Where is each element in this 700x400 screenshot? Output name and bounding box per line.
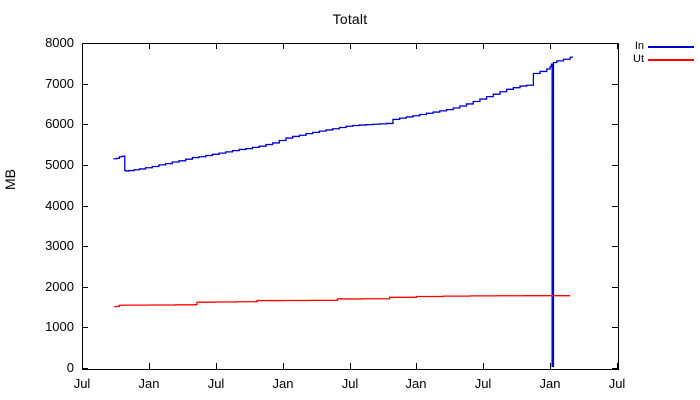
x-tick-mark	[617, 43, 618, 49]
x-tick-mark	[550, 363, 551, 369]
x-tick-mark	[350, 43, 351, 49]
chart-legend: In Ut	[622, 40, 700, 70]
x-tick-label: Jan	[272, 376, 294, 391]
x-tick-label: Jan	[405, 376, 427, 391]
x-tick-label: Jul	[73, 376, 91, 391]
y-tick-mark	[82, 124, 88, 125]
y-tick-label: 2000	[45, 279, 74, 294]
y-tick-mark	[82, 165, 88, 166]
y-tick-label: 8000	[45, 35, 74, 50]
y-tick-mark	[612, 287, 618, 288]
x-tick-label: Jan	[539, 376, 561, 391]
chart-title: Totalt	[332, 11, 368, 27]
legend-label: Ut	[633, 53, 644, 65]
y-tick-label: 6000	[45, 116, 74, 131]
legend-color-swatch	[648, 46, 694, 48]
y-tick-mark	[82, 327, 88, 328]
x-tick-mark	[483, 43, 484, 49]
x-tick-mark	[283, 43, 284, 49]
x-tick-label: Jul	[608, 376, 626, 391]
x-tick-mark	[82, 43, 83, 49]
y-tick-label: 0	[66, 360, 74, 375]
y-tick-mark	[612, 84, 618, 85]
x-tick-label: Jul	[207, 376, 225, 391]
legend-item-in[interactable]: In	[622, 40, 700, 53]
y-tick-mark	[82, 368, 88, 369]
x-tick-mark	[416, 363, 417, 369]
y-tick-mark	[612, 327, 618, 328]
x-tick-mark	[216, 363, 217, 369]
legend-color-swatch	[648, 59, 694, 61]
y-tick-mark	[82, 43, 88, 44]
y-tick-label: 1000	[45, 319, 74, 334]
x-tick-mark	[617, 363, 618, 369]
plot-frame	[82, 43, 619, 370]
legend-item-ut[interactable]: Ut	[622, 53, 700, 66]
y-tick-mark	[82, 287, 88, 288]
legend-label: In	[634, 40, 644, 52]
x-tick-label: Jan	[138, 376, 160, 391]
x-tick-mark	[149, 43, 150, 49]
x-tick-mark	[283, 363, 284, 369]
y-tick-mark	[612, 368, 618, 369]
y-tick-label: 4000	[45, 198, 74, 213]
y-tick-mark	[612, 206, 618, 207]
x-tick-label: Jul	[341, 376, 359, 391]
x-tick-mark	[416, 43, 417, 49]
y-tick-mark	[82, 246, 88, 247]
x-tick-mark	[550, 43, 551, 49]
y-tick-mark	[82, 206, 88, 207]
y-tick-mark	[612, 43, 618, 44]
x-tick-mark	[350, 363, 351, 369]
y-tick-mark	[612, 246, 618, 247]
y-tick-mark	[82, 84, 88, 85]
x-tick-mark	[149, 363, 150, 369]
y-axis-label: MB	[2, 169, 18, 190]
y-tick-label: 7000	[45, 76, 74, 91]
y-tick-label: 5000	[45, 157, 74, 172]
y-tick-label: 3000	[45, 238, 74, 253]
x-tick-mark	[216, 43, 217, 49]
y-tick-mark	[612, 124, 618, 125]
x-tick-label: Jul	[474, 376, 492, 391]
y-tick-mark	[612, 165, 618, 166]
x-tick-mark	[483, 363, 484, 369]
x-tick-mark	[82, 363, 83, 369]
